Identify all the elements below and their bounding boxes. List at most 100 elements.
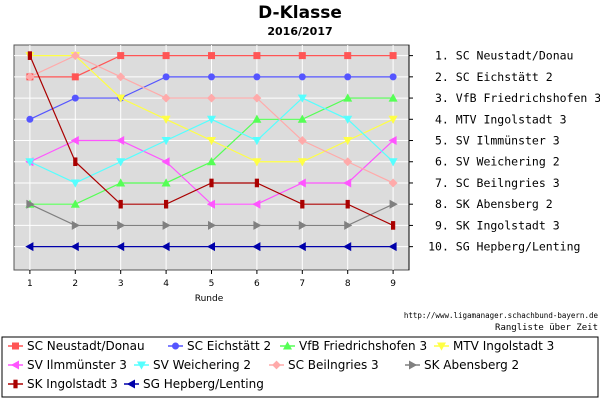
- data-point: [388, 178, 398, 188]
- legend-label: SG Hepberg/Lenting: [143, 377, 264, 391]
- data-point: [252, 114, 262, 123]
- data-point: [163, 199, 169, 209]
- legend-label: SV Ilmmünster 3: [27, 358, 127, 372]
- ranking-label: 1. SC Neustadt/Donau: [435, 49, 573, 63]
- data-point: [70, 51, 80, 61]
- data-point: [252, 242, 261, 252]
- data-point: [389, 73, 397, 81]
- data-point: [207, 93, 216, 103]
- legend: SC Neustadt/Donau SC Eichstätt 2 VfB Fried…: [8, 339, 554, 391]
- data-point: [71, 220, 80, 230]
- legend-marker: [136, 361, 147, 370]
- data-point: [300, 199, 305, 209]
- data-point: [206, 137, 217, 146]
- data-point: [25, 72, 35, 82]
- data-point: [162, 73, 170, 81]
- data-point: [297, 114, 307, 123]
- legend-label: MTV Ingolstadt 3: [453, 339, 554, 353]
- legend-marker: [282, 341, 293, 350]
- data-point: [162, 52, 170, 60]
- data-point: [297, 94, 307, 103]
- legend-marker: [172, 342, 180, 350]
- ranking-label: 9. SK Ingolstadt 3: [435, 218, 560, 232]
- data-point: [297, 242, 306, 252]
- data-point: [252, 158, 262, 167]
- data-point: [252, 93, 262, 103]
- data-point: [206, 115, 217, 124]
- x-tick-label: 3: [118, 279, 124, 289]
- data-point: [343, 93, 353, 102]
- data-point: [388, 158, 398, 167]
- legend-label: SK Abensberg 2: [424, 358, 519, 372]
- legend-label: SC Neustadt/Donau: [27, 339, 145, 353]
- legend-label: VfB Friedrichshofen 3: [299, 339, 427, 353]
- data-point: [26, 199, 35, 209]
- data-point: [161, 137, 171, 146]
- right-axis: 1. SC Neustadt/Donau 2. SC Eichstätt 2 3. …: [408, 45, 600, 270]
- data-point: [252, 199, 261, 209]
- data-point: [253, 220, 262, 230]
- data-point: [297, 158, 307, 167]
- data-point: [71, 94, 79, 102]
- legend-item: SC Beilngries 3: [269, 358, 379, 372]
- data-point: [117, 220, 126, 230]
- ranking-label: 7. SC Beilngries 3: [435, 176, 560, 190]
- data-point: [70, 242, 79, 252]
- data-point: [161, 178, 171, 187]
- data-point: [208, 52, 216, 60]
- legend-box: [1, 336, 599, 398]
- data-point: [206, 157, 217, 166]
- source-url: http://www.ligamanager.schachbund-bayern…: [404, 311, 599, 320]
- data-point: [344, 73, 352, 81]
- ranking-label: 8. SK Abensberg 2: [435, 197, 553, 211]
- x-tick-label: 5: [209, 279, 215, 289]
- data-point: [343, 157, 353, 167]
- legend-marker: [408, 360, 418, 370]
- data-point: [162, 220, 171, 230]
- data-point: [71, 73, 79, 81]
- data-point: [344, 220, 353, 230]
- ranking-label: 10. SG Hepberg/Lenting: [428, 240, 580, 254]
- data-point: [345, 199, 350, 209]
- data-point: [116, 72, 126, 82]
- legend-label: SK Ingolstadt 3: [27, 377, 118, 391]
- data-point: [209, 178, 214, 188]
- legend-item: MTV Ingolstadt 3: [434, 339, 554, 353]
- data-point: [73, 157, 78, 167]
- data-point: [116, 94, 126, 103]
- ranking-label: 4. MTV Ingolstadt 3: [435, 112, 567, 126]
- chart-title: D-Klasse: [258, 3, 342, 23]
- data-point: [253, 73, 261, 81]
- data-point: [25, 242, 34, 252]
- data-point: [116, 136, 125, 146]
- x-tick-label: 7: [299, 279, 305, 289]
- ranking-label: 5. SV Ilmmünster 3: [435, 134, 560, 148]
- legend-item: SV Weichering 2: [134, 358, 251, 372]
- data-point: [343, 137, 353, 146]
- data-point: [208, 73, 216, 81]
- data-point: [27, 51, 32, 60]
- data-point: [344, 52, 352, 60]
- legend-marker: [272, 360, 281, 370]
- data-point: [297, 178, 306, 188]
- legend-item: SC Eichstätt 2: [168, 339, 271, 353]
- x-tick-label: 4: [163, 279, 169, 289]
- data-point: [343, 242, 352, 252]
- legend-item: SG Hepberg/Lenting: [124, 377, 264, 391]
- data-point: [70, 179, 80, 188]
- data-point: [25, 158, 35, 167]
- legend-item: SC Neustadt/Donau: [8, 339, 145, 353]
- data-point: [161, 115, 171, 124]
- data-point: [206, 199, 215, 209]
- data-point: [206, 242, 215, 252]
- legend-marker: [126, 379, 135, 389]
- legend-item: SK Ingolstadt 3: [8, 377, 118, 391]
- data-point: [389, 52, 397, 60]
- data-point: [161, 242, 170, 252]
- chart-subtitle: 2016/2017: [267, 25, 332, 38]
- data-point: [298, 73, 306, 81]
- data-point: [118, 199, 123, 209]
- legend-marker: [13, 379, 18, 389]
